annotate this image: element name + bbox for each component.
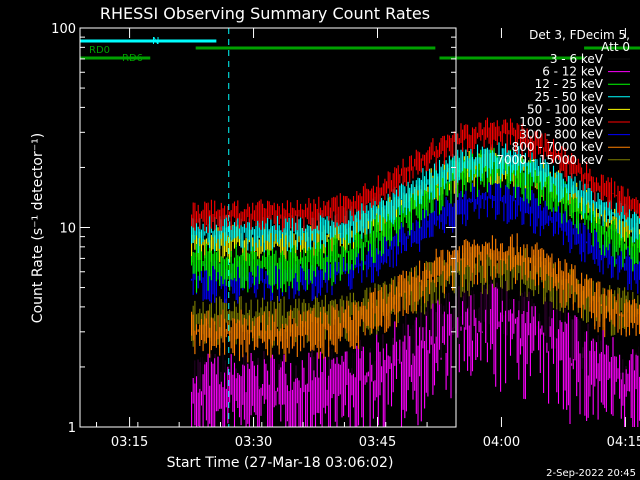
x-tick-label: 04:15: [607, 435, 640, 450]
series-layer: [191, 117, 640, 427]
legend-label: 7000 - 15000 keV: [496, 153, 603, 167]
legend-label: 6 - 12 keV: [542, 65, 604, 79]
x-tick-label: 04:00: [483, 435, 520, 450]
y-axis-label: Count Rate (s⁻¹ detector⁻¹): [30, 133, 46, 323]
legend-label: 3 - 6 keV: [550, 52, 604, 66]
x-axis-label: Start Time (27-Mar-18 03:06:02): [167, 455, 394, 471]
footer-date: 2-Sep-2022 20:45: [546, 468, 636, 479]
legend-label: 100 - 300 keV: [519, 115, 603, 129]
y-axis: 1 10 100: [51, 22, 456, 436]
y-tick-label: 1: [68, 421, 76, 436]
y-tick-label: 10: [59, 222, 76, 237]
chart-title: RHESSI Observing Summary Count Rates: [100, 4, 430, 23]
legend-label: 25 - 50 keV: [535, 90, 604, 104]
x-tick-label: 03:45: [359, 435, 396, 450]
legend-header-line2: Att 0: [601, 40, 630, 54]
flag-label-rd6: RD6: [122, 53, 143, 64]
x-tick-label: 03:30: [235, 435, 272, 450]
legend-label: 300 - 800 keV: [519, 128, 603, 142]
flag-label-n: N: [152, 36, 159, 47]
legend-label: 50 - 100 keV: [527, 102, 604, 116]
flag-label-rd0: RD0: [89, 45, 110, 56]
legend-label: 12 - 25 keV: [535, 77, 604, 91]
legend-label: 800 - 7000 keV: [512, 140, 604, 154]
legend-header-line1: Det 3, FDecim 5,: [529, 28, 630, 42]
y-tick-label: 100: [51, 22, 76, 37]
x-tick-label: 03:15: [111, 435, 148, 450]
